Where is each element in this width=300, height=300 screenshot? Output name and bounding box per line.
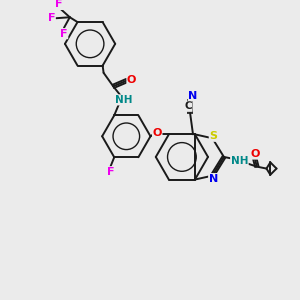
Text: F: F bbox=[48, 13, 55, 23]
Text: N: N bbox=[188, 91, 198, 101]
Text: F: F bbox=[106, 167, 114, 177]
Text: F: F bbox=[56, 0, 63, 9]
Text: O: O bbox=[127, 75, 136, 85]
Text: N: N bbox=[209, 174, 218, 184]
Text: F: F bbox=[60, 29, 68, 39]
Text: C: C bbox=[184, 101, 192, 111]
Text: NH: NH bbox=[231, 156, 248, 166]
Text: NH: NH bbox=[115, 95, 133, 105]
Text: S: S bbox=[209, 131, 217, 141]
Text: O: O bbox=[250, 149, 260, 159]
Text: O: O bbox=[153, 128, 162, 138]
